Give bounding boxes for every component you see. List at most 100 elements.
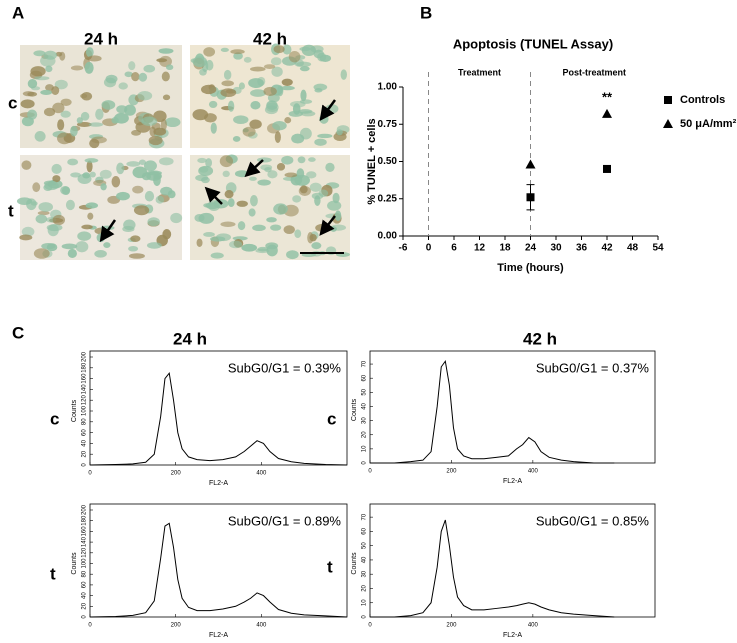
chart-title: Apoptosis (TUNEL Assay) [453, 36, 613, 51]
cell [283, 225, 295, 234]
cell [280, 85, 295, 91]
cell [116, 191, 130, 201]
cell [33, 248, 50, 259]
cell [43, 107, 56, 117]
cell [111, 175, 121, 188]
phase-label: Post-treatment [562, 67, 626, 77]
cell [159, 157, 174, 166]
x-tick-label: 0 [88, 471, 92, 477]
x-tick-label: 24 [525, 243, 537, 254]
y-tick-label: 30 [362, 417, 368, 424]
x-tick-label: 54 [652, 243, 664, 254]
cell [85, 202, 99, 209]
cell [250, 89, 266, 97]
cell [52, 102, 65, 114]
point [602, 108, 612, 118]
cell [27, 109, 38, 120]
cell [263, 64, 276, 70]
cell [314, 138, 327, 146]
cell [296, 168, 305, 179]
cell [70, 125, 78, 137]
cell [311, 242, 322, 250]
cell [192, 109, 209, 121]
cell [162, 229, 172, 240]
cell [227, 198, 235, 208]
cell [153, 127, 167, 136]
point [526, 193, 535, 202]
plot-frame [89, 503, 348, 618]
cell [205, 202, 220, 210]
x-tick-label: 400 [528, 623, 539, 629]
y-tick-label: 120 [82, 547, 88, 558]
cell [250, 101, 261, 110]
x-tick-label: 400 [528, 469, 539, 475]
y-tick-label: 140 [82, 384, 88, 395]
cell [43, 50, 57, 60]
cell [41, 242, 56, 250]
cell [95, 108, 104, 120]
cell [61, 243, 78, 250]
cell [75, 241, 89, 253]
cell [111, 117, 119, 124]
cell [132, 185, 144, 194]
cell [116, 162, 125, 175]
arrow [319, 215, 336, 236]
cell [282, 44, 292, 55]
cell [158, 48, 174, 54]
cell [291, 133, 305, 144]
cell [146, 242, 162, 249]
x-tick-label: 12 [474, 243, 486, 254]
cell [298, 109, 313, 114]
cell [85, 47, 94, 58]
cell [79, 93, 88, 99]
y-tick-label: 80 [82, 570, 88, 577]
cell [34, 131, 46, 142]
cell [299, 46, 311, 52]
cell [250, 194, 258, 207]
cell [124, 71, 133, 78]
cell [284, 172, 298, 178]
y-tick-label: 180 [82, 362, 88, 373]
y-tick-label: 50 [362, 388, 368, 395]
cell [229, 240, 243, 249]
y-tick-label: 180 [82, 515, 88, 526]
y-tick-label: 70 [362, 513, 368, 520]
cell [327, 200, 342, 211]
cell [196, 238, 203, 247]
cell [317, 133, 333, 139]
cell [105, 74, 118, 84]
cell [256, 157, 272, 163]
cell [82, 172, 91, 179]
annotation: SubG0/G1 = 0.85% [536, 513, 650, 528]
cell [330, 224, 347, 231]
row-label: c [50, 409, 59, 428]
cell [319, 114, 329, 124]
histogram-trace [370, 359, 615, 464]
cell [21, 160, 32, 170]
x-axis-label: FL2-A [209, 632, 228, 639]
column-label: 42 h [253, 29, 287, 48]
cell [144, 190, 155, 202]
y-tick-label: 0.25 [378, 193, 398, 204]
cell [94, 249, 107, 258]
arrow [204, 186, 223, 205]
cell [286, 250, 299, 260]
cell [130, 235, 141, 243]
y-tick-label: 20 [362, 584, 368, 591]
y-tick-label: 100 [82, 558, 88, 569]
cell [160, 118, 167, 131]
cell [236, 200, 248, 207]
cell [27, 79, 38, 89]
x-tick-label: 400 [256, 471, 267, 477]
cell [234, 170, 250, 178]
cell [37, 211, 50, 216]
y-tick-label: 60 [362, 527, 368, 534]
y-tick-label: 40 [82, 592, 88, 599]
cell [325, 162, 335, 172]
cell [319, 54, 332, 62]
plot-frame [369, 503, 656, 618]
cell [255, 248, 270, 254]
cell [34, 76, 50, 81]
y-tick-label: 0 [82, 463, 88, 467]
cell [76, 117, 83, 124]
